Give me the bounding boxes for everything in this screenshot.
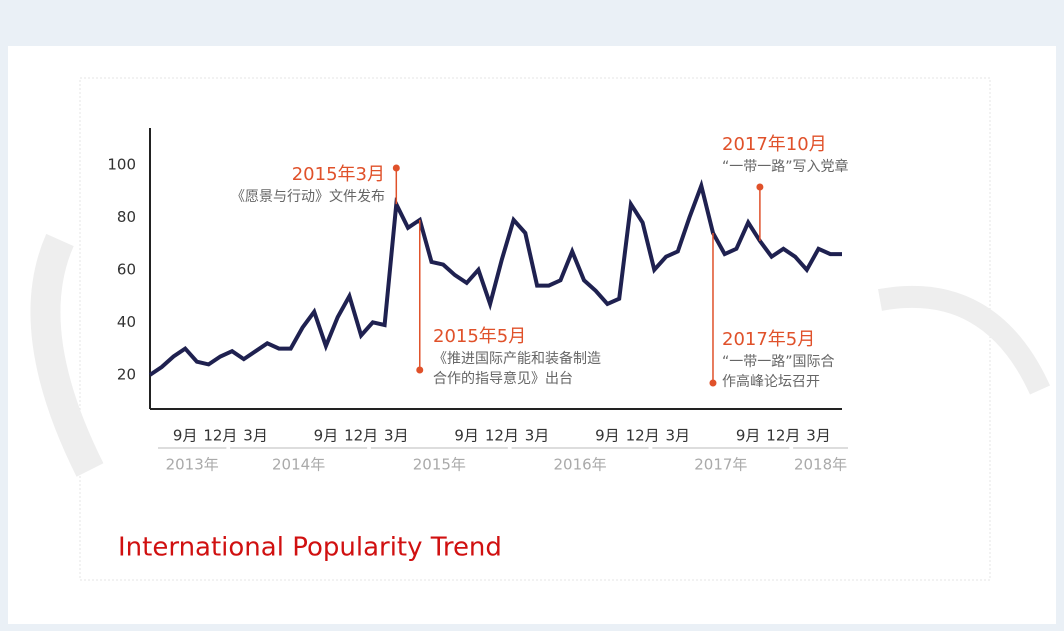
year-label: 2014年 [272, 456, 325, 474]
trend-line [148, 179, 842, 377]
x-tick-label: 9月 [314, 427, 339, 445]
x-tick-label: 12月 [485, 427, 519, 445]
y-tick-label: 100 [107, 155, 136, 173]
x-tick-label: 12月 [344, 427, 378, 445]
annotation-dot [392, 164, 400, 172]
annotation-label: 2015年3月 [292, 164, 385, 185]
year-label: 2015年 [413, 456, 466, 474]
slide-panel [8, 46, 1056, 624]
annotation-label: 2017年10月 [722, 134, 827, 155]
x-tick-label: 9月 [595, 427, 620, 445]
annotation-text: “一带一路”国际合 [722, 354, 835, 370]
x-tick-label: 9月 [173, 427, 198, 445]
x-tick-label: 9月 [736, 427, 761, 445]
annotation-label: 2017年5月 [722, 329, 815, 350]
annotation-text: 作高峰论坛召开 [722, 373, 820, 390]
annotation-label: 2015年5月 [433, 326, 526, 347]
x-tick-label: 12月 [766, 427, 800, 445]
x-tick-label: 3月 [384, 427, 409, 445]
annotation-text: 合作的指导意见》出台 [433, 370, 573, 387]
year-label: 2016年 [554, 456, 607, 474]
annotation-dot [756, 183, 764, 191]
x-tick-label: 3月 [243, 427, 268, 445]
year-label: 2017年 [694, 456, 747, 474]
year-label: 2018年 [794, 456, 847, 474]
x-tick-label: 3月 [666, 427, 691, 445]
chart-title: International Popularity Trend [118, 533, 502, 563]
annotation-text: “一带一路”写入党章 [722, 158, 849, 175]
annotation-dot [416, 366, 424, 374]
x-tick-label: 12月 [203, 427, 237, 445]
annotation-text: 《愿景与行动》文件发布 [231, 189, 385, 205]
x-tick-label: 3月 [525, 427, 550, 445]
annotation-text: 《推进国际产能和装备制造 [433, 350, 601, 367]
y-tick-label: 40 [117, 313, 136, 331]
y-tick-label: 60 [117, 260, 136, 278]
x-tick-label: 12月 [626, 427, 660, 445]
annotation-dot [709, 379, 717, 387]
y-tick-label: 80 [117, 208, 136, 226]
watermark [878, 285, 1051, 395]
x-tick-label: 3月 [806, 427, 831, 445]
year-label: 2013年 [166, 456, 219, 474]
y-tick-label: 20 [117, 365, 136, 383]
watermark [30, 233, 104, 477]
x-tick-label: 9月 [454, 427, 479, 445]
